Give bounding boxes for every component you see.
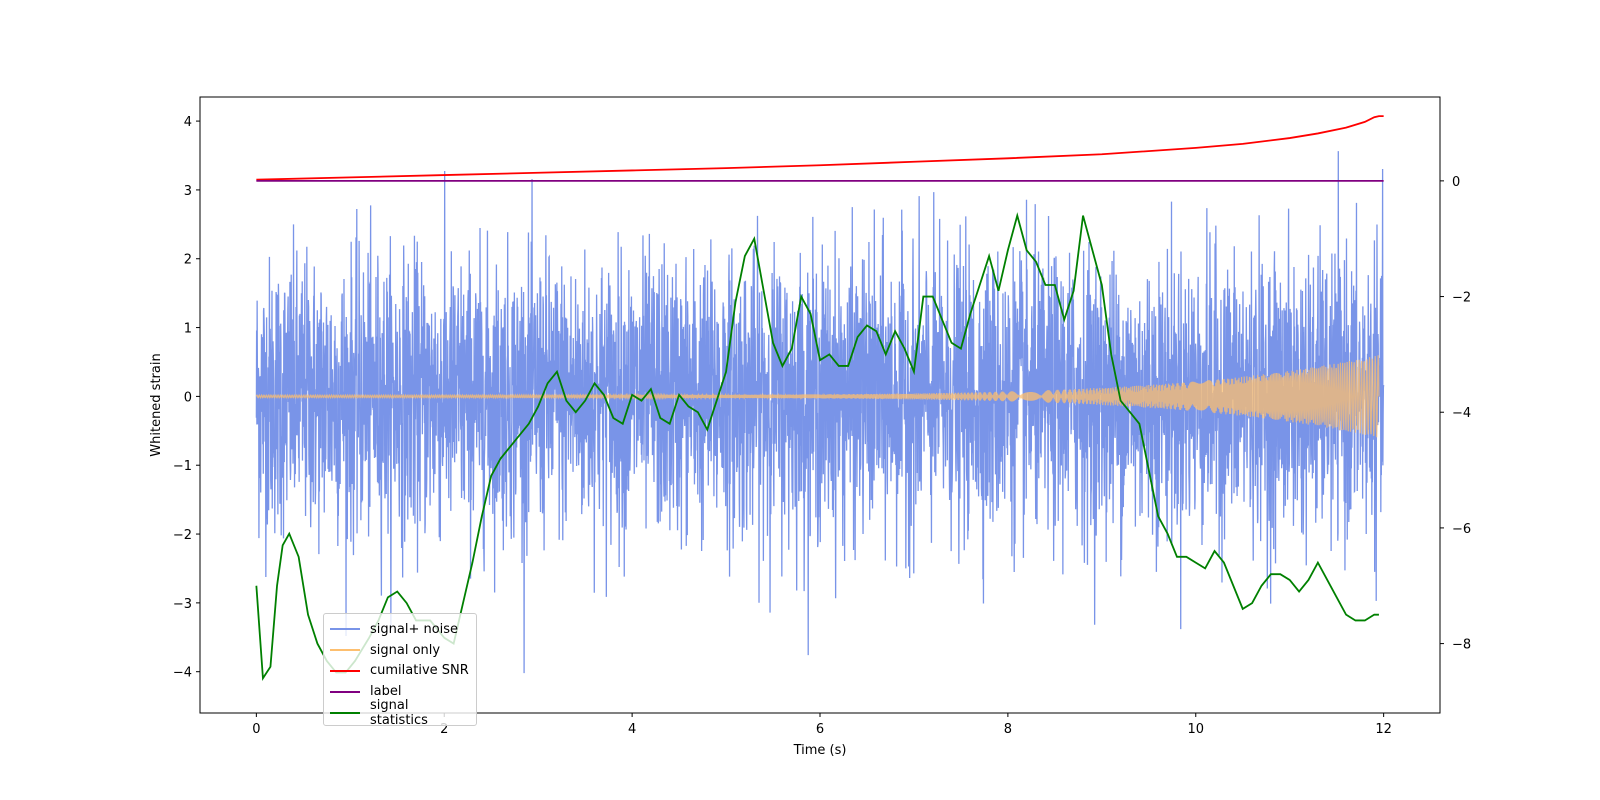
y-tick-label: 2	[184, 253, 192, 268]
legend-label: cumilative SNR	[370, 663, 469, 679]
series-layer	[255, 115, 1385, 682]
y-tick-label: 1	[184, 322, 192, 337]
legend-label: signal+ noise	[370, 621, 459, 637]
right-y-tick-label: 0	[1452, 175, 1460, 190]
x-axis-ticks: 0 2 4 6 8 10 12	[252, 713, 1392, 737]
y-tick-label: 4	[184, 115, 192, 130]
x-tick-label: 8	[1004, 722, 1012, 737]
legend-item: label	[330, 681, 470, 702]
legend-label: signal only	[370, 642, 441, 658]
y-tick-label: −2	[173, 528, 192, 543]
legend-label: signal statistics	[370, 697, 428, 728]
legend-label: label	[370, 684, 402, 700]
x-tick-label: 6	[816, 722, 824, 737]
series-signal-only	[255, 355, 1380, 438]
x-axis-label: Time (s)	[793, 743, 847, 758]
y-axis-ticks: −4 −3 −2 −1 0 1 2 3 4	[173, 115, 200, 681]
y-axis-label: Whitened strain	[149, 353, 164, 456]
y-tick-label: 3	[184, 184, 192, 199]
legend-swatch	[330, 649, 360, 652]
x-tick-label: 4	[628, 722, 636, 737]
legend-item: cumilative SNR	[330, 661, 470, 682]
y-tick-label: 0	[184, 390, 192, 405]
y-tick-label: −1	[173, 459, 192, 474]
series-cumulative-snr	[256, 115, 1384, 181]
legend-swatch	[330, 711, 360, 714]
x-tick-label: 12	[1375, 722, 1392, 737]
series-signal-noise	[255, 151, 1385, 674]
right-y-tick-label: −6	[1452, 522, 1471, 537]
x-tick-label: 2	[440, 722, 448, 737]
right-y-tick-label: −2	[1452, 291, 1471, 306]
legend-swatch	[330, 628, 360, 631]
right-y-tick-label: −4	[1452, 406, 1471, 421]
y-tick-label: −4	[173, 666, 192, 681]
legend-item: signal only	[330, 640, 470, 661]
legend: signal+ noise signal only cumilative SNR…	[323, 613, 477, 728]
x-tick-label: 10	[1187, 722, 1204, 737]
x-tick-label: 0	[252, 722, 260, 737]
legend-item: signal+ noise	[330, 619, 470, 640]
right-y-axis-ticks: −8 −6 −4 −2 0	[1440, 175, 1471, 653]
y-tick-label: −3	[173, 597, 192, 612]
legend-swatch	[330, 669, 360, 672]
right-y-tick-label: −8	[1452, 638, 1471, 653]
legend-item: signal statistics	[330, 698, 470, 728]
legend-swatch	[330, 690, 360, 693]
